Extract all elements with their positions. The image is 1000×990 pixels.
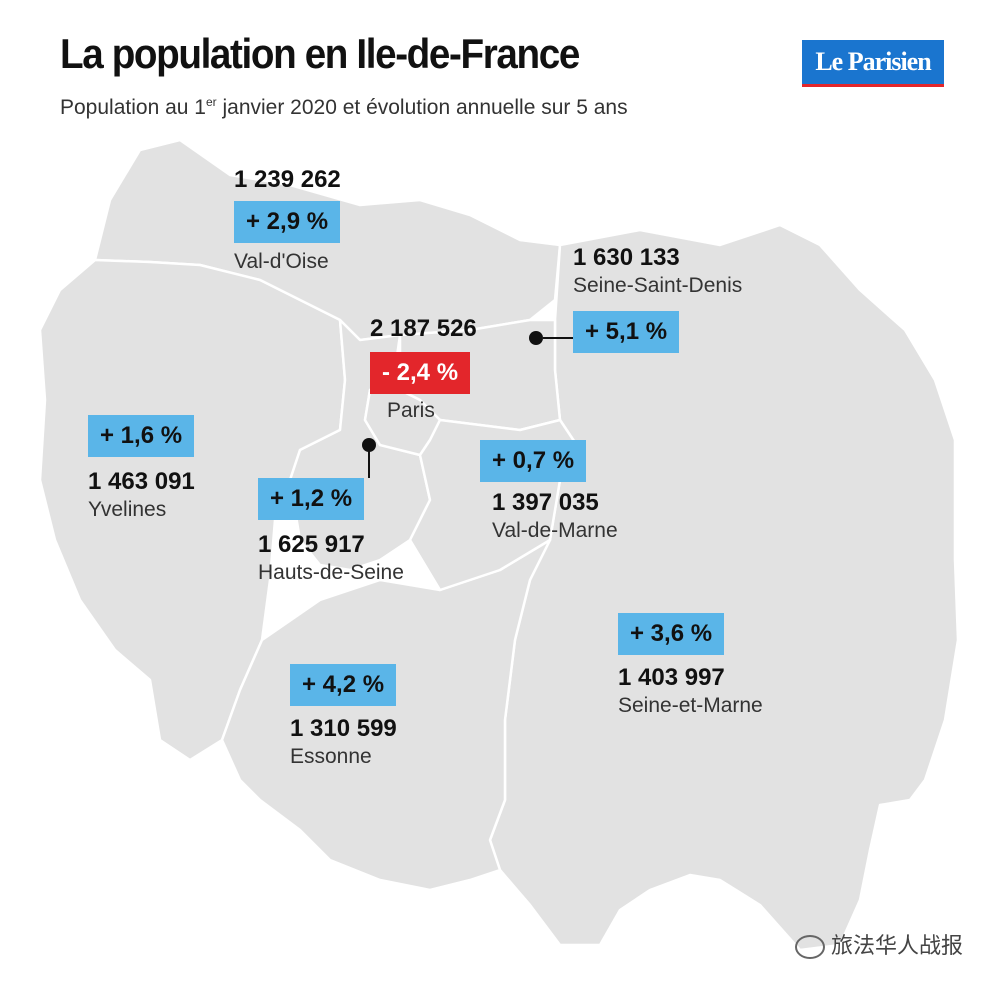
- department-name: Paris: [387, 399, 435, 422]
- department-name: Hauts-de-Seine: [258, 561, 404, 584]
- page-subtitle: Population au 1er janvier 2020 et évolut…: [60, 95, 628, 119]
- dept-hauts-de-seine: + 1,2 % 1 625 917 Hauts-de-Seine: [258, 478, 404, 586]
- population-value: 1 397 035: [492, 489, 599, 516]
- change-badge: + 5,1 %: [573, 311, 680, 353]
- dept-essonne: + 4,2 % 1 310 599 Essonne: [290, 664, 397, 770]
- change-badge: - 2,4 %: [370, 352, 471, 394]
- department-name: Val-de-Marne: [492, 519, 618, 542]
- dept-val-doise: 1 239 262 + 2,9 % Val-d'Oise: [234, 165, 341, 275]
- change-badge: + 1,6 %: [88, 415, 195, 457]
- le-parisien-logo: Le Parisien: [802, 40, 944, 87]
- change-badge: + 3,6 %: [618, 613, 725, 655]
- page-title: La population en Ile-de-France: [60, 30, 580, 77]
- population-value: 1 403 997: [618, 664, 725, 691]
- seine-saint-denis-marker: [529, 331, 543, 345]
- population-value: 1 630 133: [573, 244, 680, 271]
- department-name: Essonne: [290, 745, 372, 768]
- population-value: 2 187 526: [370, 315, 477, 342]
- dept-paris: 2 187 526 - 2,4 % Paris: [370, 314, 477, 424]
- population-value: 1 239 262: [234, 166, 341, 193]
- hauts-de-seine-marker: [362, 438, 376, 452]
- department-name: Val-d'Oise: [234, 250, 329, 273]
- department-name: Yvelines: [88, 498, 167, 521]
- population-value: 1 310 599: [290, 715, 397, 742]
- hauts-de-seine-leader: [368, 450, 370, 478]
- change-badge: + 1,2 %: [258, 478, 365, 520]
- department-name: Seine-et-Marne: [618, 694, 763, 717]
- change-badge: + 4,2 %: [290, 664, 397, 706]
- population-value: 1 625 917: [258, 531, 365, 558]
- dept-yvelines: + 1,6 % 1 463 091 Yvelines: [88, 415, 195, 523]
- wechat-icon: [795, 935, 825, 960]
- watermark: 旅法华人战报: [795, 928, 963, 960]
- seine-saint-denis-leader: [543, 337, 573, 339]
- change-badge: + 2,9 %: [234, 201, 341, 243]
- dept-seine-et-marne: + 3,6 % 1 403 997 Seine-et-Marne: [618, 613, 763, 719]
- department-name: Seine-Saint-Denis: [573, 274, 743, 297]
- dept-seine-saint-denis: 1 630 133 Seine-Saint-Denis + 5,1 %: [573, 243, 742, 353]
- population-value: 1 463 091: [88, 468, 195, 495]
- dept-val-de-marne: + 0,7 % 1 397 035 Val-de-Marne: [480, 440, 618, 544]
- change-badge: + 0,7 %: [480, 440, 587, 482]
